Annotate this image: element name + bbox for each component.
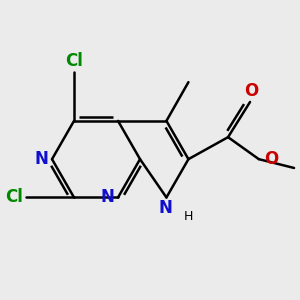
Text: N: N (158, 199, 172, 217)
Text: N: N (34, 150, 48, 168)
Text: Cl: Cl (5, 188, 23, 206)
Text: H: H (184, 210, 193, 223)
Text: O: O (264, 150, 278, 168)
Text: O: O (244, 82, 258, 100)
Text: N: N (100, 188, 114, 206)
Text: Cl: Cl (65, 52, 83, 70)
